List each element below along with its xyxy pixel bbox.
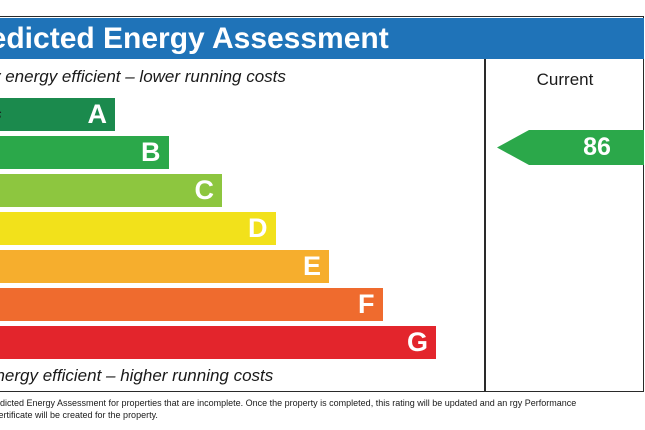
column-divider [484,59,486,392]
caption-top: y energy efficient – lower running costs [0,67,286,86]
band-a: plus A [0,98,115,131]
caption-bottom: energy efficient – higher running costs [0,366,274,385]
band-letter: G [406,327,428,357]
footnote: redicted Energy Assessment for propertie… [0,398,577,420]
band-range-label: plus [0,98,2,131]
chart-frame [0,16,644,392]
band-c: 80C [0,174,222,207]
band-letter: E [302,251,321,281]
band-f: 38F [0,288,383,321]
band-letter: B [141,137,161,167]
band-e: 54E [0,250,329,283]
band-g: 0G [0,326,436,359]
current-column-header: Current [536,70,594,89]
band-d: 68D [0,212,276,245]
band-b: 91B [0,136,169,169]
current-rating-arrow: 86 [497,130,644,165]
band-letter: D [248,213,268,243]
chart-title: redicted Energy Assessment [0,22,389,55]
title-bar [0,18,644,59]
current-rating-arrow-shape [497,130,644,165]
band-letter: F [358,289,375,319]
band-letter: C [194,175,215,205]
band-letter: A [87,99,108,129]
current-rating-value: 86 [583,133,611,161]
